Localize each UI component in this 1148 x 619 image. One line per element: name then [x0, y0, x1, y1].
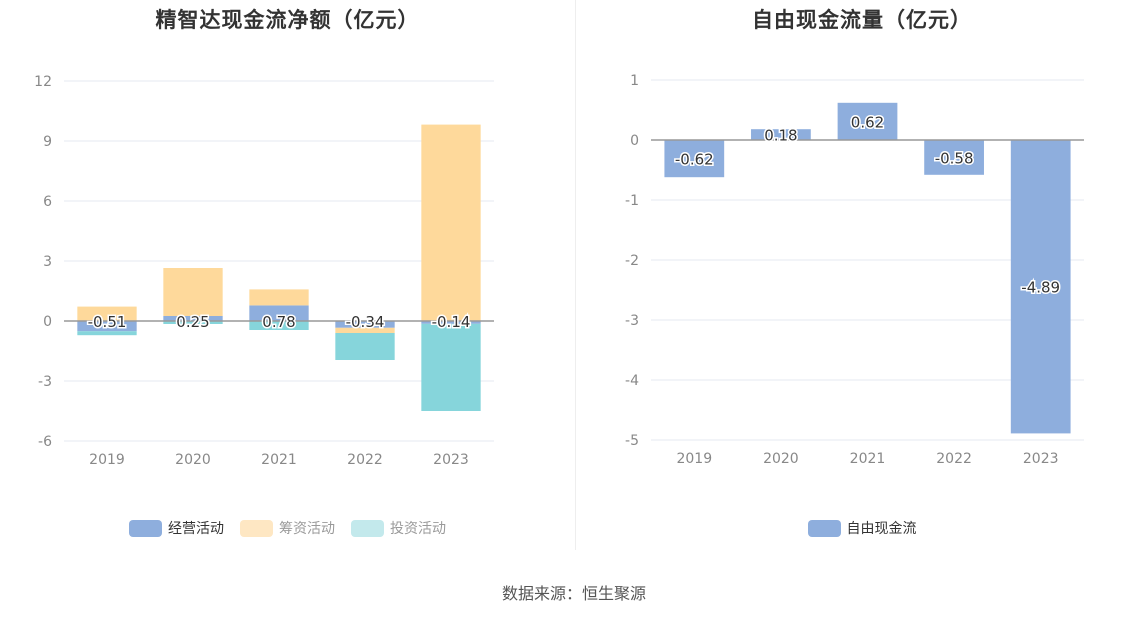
bar-free-cash-flow-2020 [751, 129, 811, 140]
y-tick-label: -3 [625, 313, 639, 329]
bar-free-cash-flow-2021 [837, 102, 898, 140]
bar-free-cash-flow-2023 [1010, 140, 1071, 434]
data-label: -0.62 [675, 151, 714, 169]
data-source-note: 数据来源：恒生聚源 [501, 584, 646, 603]
legend-item-investing[interactable]: 投资活动 [351, 518, 446, 538]
data-label: -0.34 [346, 313, 385, 331]
bar-investing-2023 [421, 323, 481, 411]
data-label: 0.18 [764, 127, 797, 145]
chart-title: 精智达现金流净额（亿元） [155, 8, 420, 32]
legend-label: 自由现金流 [846, 521, 917, 537]
x-tick-label: 2019 [89, 452, 125, 468]
bar-financing-2020 [163, 268, 223, 316]
legend-swatch-free-cash-flow [807, 519, 841, 537]
legend-item-operating[interactable]: 经营活动 [129, 518, 224, 538]
legend-item-free-cash-flow[interactable]: 自由现金流 [807, 518, 917, 538]
x-tick-label: 2019 [676, 451, 712, 467]
y-tick-label: -3 [38, 374, 52, 390]
net-cash-flow-chart: 精智达现金流净额（亿元） 12 9 6 3 0 -3 -6 2019 2020 2021 2022 2… [0, 0, 575, 560]
y-tick-label: 1 [630, 73, 639, 89]
bar-investing-2019 [77, 331, 137, 336]
y-tick-label: -5 [625, 433, 639, 449]
panel-divider [575, 0, 576, 550]
legend-label: 经营活动 [168, 521, 224, 537]
x-tick-label: 2020 [763, 451, 799, 467]
x-tick-label: 2020 [175, 452, 211, 468]
y-tick-label: -6 [38, 434, 52, 450]
legend-label: 投资活动 [390, 521, 446, 537]
bar-free-cash-flow-2019 [664, 140, 725, 178]
x-tick-label: 2022 [347, 452, 383, 468]
bar-financing-2022 [335, 327, 395, 333]
bar-operating-2020 [163, 316, 223, 321]
data-label: -4.89 [1021, 279, 1060, 297]
data-label: -0.58 [935, 149, 974, 167]
y-tick-label: -1 [625, 193, 639, 209]
x-tick-label: 2023 [433, 452, 469, 468]
free-cash-flow-chart: 自由现金流量（亿元） 1 0 -1 -2 -3 -4 -5 2019 2020 2021 2022 2… [576, 0, 1148, 560]
legend-swatch-operating [129, 519, 162, 537]
legend-swatch-financing [240, 519, 273, 537]
free-cash-flow-plot: 1 0 -1 -2 -3 -4 -5 2019 2020 2021 2022 2023 -0.62 0.1… [625, 73, 1084, 467]
x-tick-label: 2021 [261, 452, 297, 468]
data-label: -0.51 [88, 313, 127, 331]
y-tick-label: 0 [43, 314, 52, 330]
bar-free-cash-flow-2022 [924, 140, 984, 175]
x-tick-label: 2022 [936, 451, 972, 467]
data-label: 0.78 [262, 313, 295, 331]
data-label: 0.25 [176, 313, 209, 331]
data-label: -0.14 [432, 313, 471, 331]
bar-operating-2022 [335, 321, 395, 328]
y-tick-label: 6 [43, 194, 52, 210]
bar-financing-2023 [421, 124, 481, 321]
y-tick-label: 0 [630, 133, 639, 149]
bar-investing-2022 [335, 333, 395, 360]
data-label: 0.62 [851, 113, 884, 131]
x-tick-label: 2023 [1023, 451, 1059, 467]
legend-item-financing[interactable]: 筹资活动 [240, 518, 335, 538]
net-cash-flow-plot: 12 9 6 3 0 -3 -6 2019 2020 2021 2022 2023 -0.51 0.25 0… [34, 74, 494, 468]
y-tick-label: 9 [43, 134, 52, 150]
bar-operating-2021 [249, 305, 309, 321]
bar-operating-2023 [421, 321, 481, 324]
legend-swatch-investing [351, 519, 384, 537]
legend: 经营活动 筹资活动 投资活动 [0, 518, 575, 538]
bar-investing-2020 [163, 321, 223, 324]
bar-investing-2021 [249, 321, 309, 330]
legend-label: 筹资活动 [279, 521, 335, 537]
x-tick-label: 2021 [850, 451, 886, 467]
y-tick-label: 12 [34, 74, 52, 90]
y-tick-label: 3 [43, 254, 52, 270]
bar-financing-2021 [249, 289, 309, 306]
bar-operating-2019 [77, 321, 137, 332]
bar-financing-2019 [77, 306, 137, 321]
legend: 自由现金流 [576, 518, 1148, 538]
y-tick-label: -2 [625, 253, 639, 269]
chart-title: 自由现金流量（亿元） [752, 8, 972, 32]
y-tick-label: -4 [625, 373, 639, 389]
